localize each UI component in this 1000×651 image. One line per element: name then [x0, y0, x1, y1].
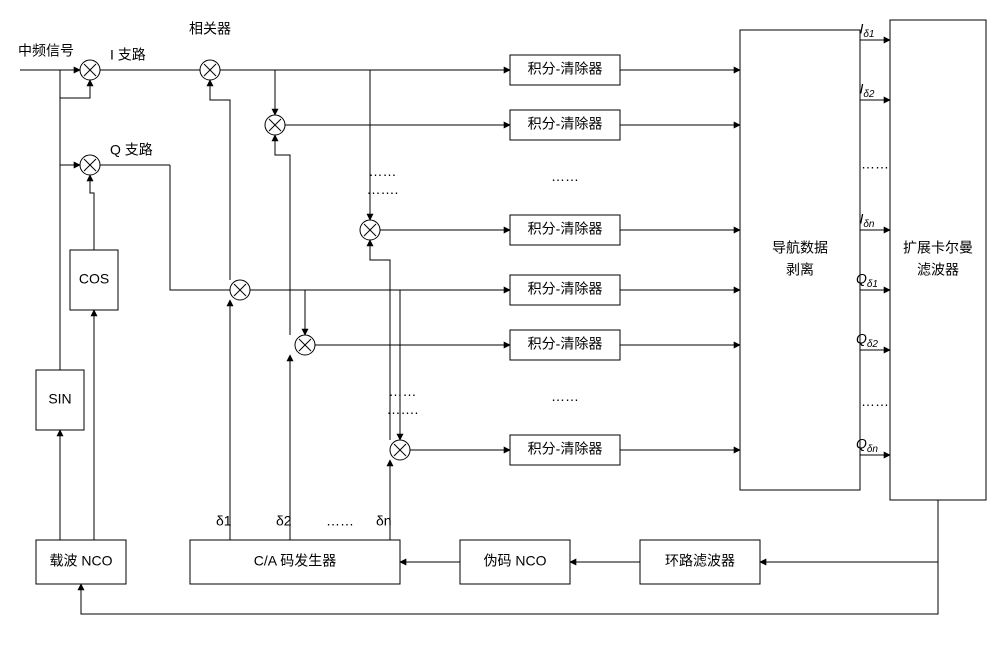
q-corr-1	[295, 335, 315, 355]
i-branch-label: I 支路	[110, 47, 146, 63]
wire	[760, 500, 938, 562]
label: 积分-清除器	[528, 336, 603, 352]
wire	[60, 70, 80, 165]
nav-strip-box	[740, 30, 860, 490]
i-mixer	[80, 60, 100, 80]
q-branch-label: Q 支路	[110, 142, 153, 158]
if-signal-label: 中频信号	[18, 43, 74, 59]
label: …….	[387, 401, 419, 417]
wire	[210, 80, 230, 280]
label: ……	[551, 168, 579, 184]
out-label: Iδ1	[859, 21, 874, 40]
delta2-label: δ2	[276, 513, 292, 529]
out-label: Iδ2	[859, 81, 874, 100]
label: 载波 NCO	[50, 553, 113, 569]
label: ……	[389, 383, 417, 399]
label: 积分-清除器	[528, 116, 603, 132]
delta1-label: δ1	[216, 513, 232, 529]
label: COS	[79, 271, 109, 287]
wire	[60, 80, 90, 370]
label: 剥离	[786, 262, 814, 278]
deltan-label: δn	[376, 513, 392, 529]
q-corr-2	[390, 440, 410, 460]
label: ……	[861, 156, 889, 172]
label: ……	[551, 388, 579, 404]
label: ……	[369, 163, 397, 179]
wire	[275, 135, 290, 335]
label: ……	[861, 393, 889, 409]
label: 积分-清除器	[528, 281, 603, 297]
label: 扩展卡尔曼	[903, 240, 973, 256]
out-label: Iδn	[859, 211, 874, 230]
label: C/A 码发生器	[254, 553, 336, 569]
i-corr-0	[200, 60, 220, 80]
ekf-box	[890, 20, 986, 500]
wire	[90, 175, 94, 250]
label: ……	[326, 513, 354, 529]
label: 导航数据	[772, 240, 828, 256]
label: 积分-清除器	[528, 221, 603, 237]
label: 滤波器	[917, 262, 959, 278]
label: 积分-清除器	[528, 441, 603, 457]
i-corr-2	[360, 220, 380, 240]
q-corr-0	[230, 280, 250, 300]
label: …….	[367, 181, 399, 197]
q-mixer	[80, 155, 100, 175]
label: 积分-清除器	[528, 61, 603, 77]
correlator-label: 相关器	[189, 21, 231, 37]
label: SIN	[48, 391, 71, 407]
label: 环路滤波器	[665, 553, 735, 569]
label: 伪码 NCO	[484, 553, 547, 569]
i-corr-1	[265, 115, 285, 135]
